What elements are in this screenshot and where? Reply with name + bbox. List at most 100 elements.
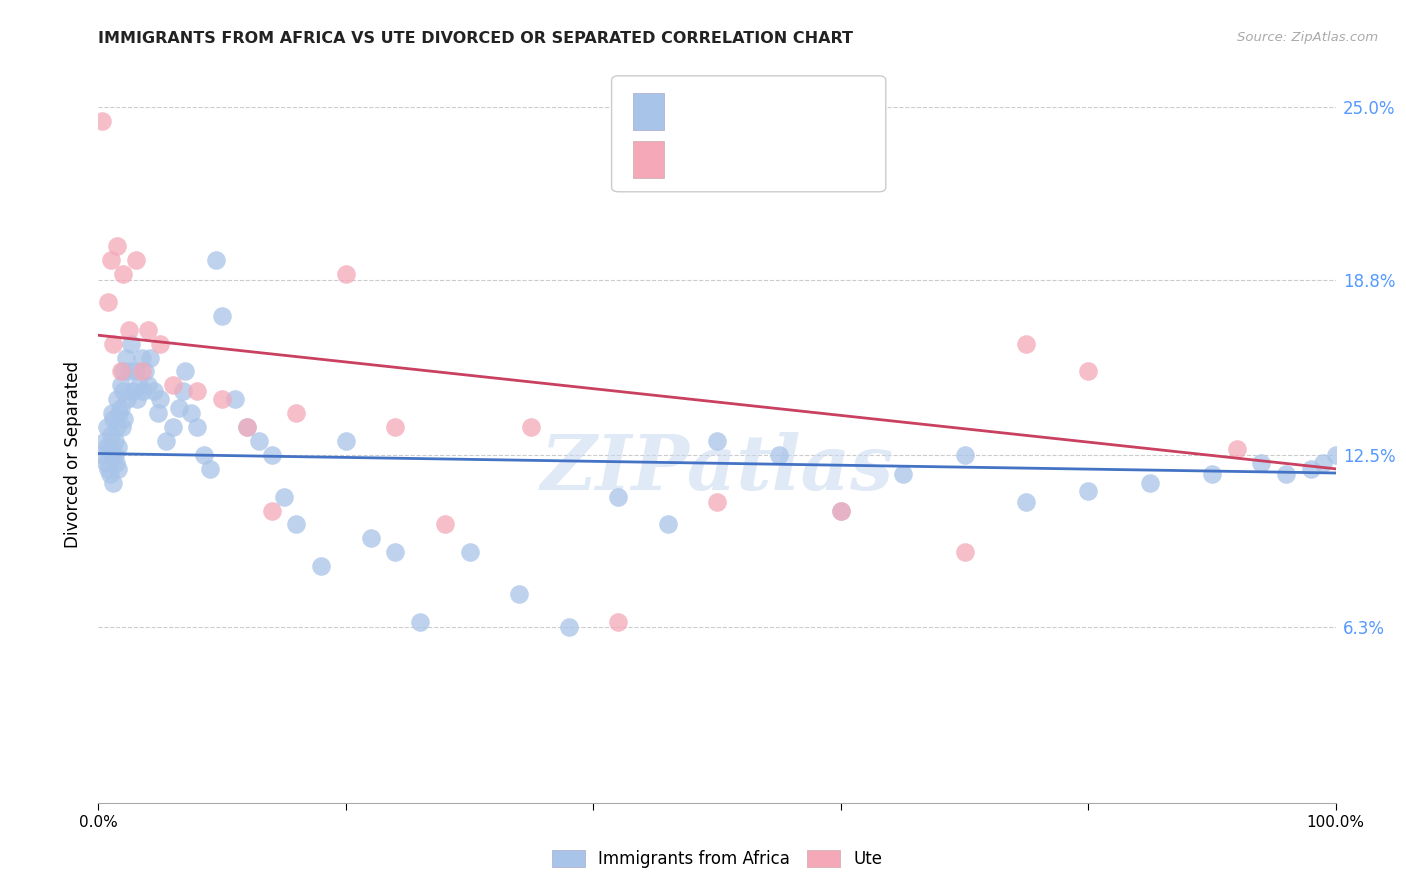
Point: [285, 517, 308, 532]
Text: Source: ZipAtlas.com: Source: ZipAtlas.com: [1237, 31, 1378, 45]
Point: [409, 615, 432, 629]
Point: [97, 462, 120, 476]
Point: [193, 448, 215, 462]
Point: [134, 364, 156, 378]
Point: [124, 364, 146, 378]
Point: [1015, 336, 1038, 351]
Point: [247, 434, 270, 448]
Point: [891, 467, 914, 482]
Point: [260, 448, 283, 462]
Text: IMMIGRANTS FROM AFRICA VS UTE DIVORCED OR SEPARATED CORRELATION CHART: IMMIGRANTS FROM AFRICA VS UTE DIVORCED O…: [98, 31, 853, 46]
Point: [273, 490, 295, 504]
Point: [120, 336, 142, 351]
Point: [136, 378, 159, 392]
Point: [167, 401, 190, 415]
Point: [335, 434, 357, 448]
Point: [1077, 364, 1099, 378]
Point: [146, 406, 169, 420]
Point: [335, 267, 357, 281]
Point: [155, 434, 177, 448]
Point: [112, 411, 135, 425]
Text: R =: R =: [678, 141, 714, 160]
Point: [112, 267, 135, 281]
Point: [98, 467, 121, 482]
Point: [96, 440, 118, 454]
Point: [100, 442, 122, 457]
Point: [103, 448, 125, 462]
Text: -0.180: -0.180: [711, 141, 770, 160]
Point: [105, 239, 128, 253]
Point: [384, 545, 406, 559]
Point: [1275, 467, 1298, 482]
Point: [1250, 456, 1272, 470]
Point: [953, 448, 976, 462]
Point: [100, 253, 122, 268]
Point: [1312, 456, 1334, 470]
Point: [96, 420, 118, 434]
Point: [236, 420, 259, 434]
Point: [128, 378, 150, 392]
Point: [198, 462, 221, 476]
Point: [112, 384, 135, 398]
Point: [236, 420, 259, 434]
Point: [103, 336, 125, 351]
Point: [211, 309, 233, 323]
Legend: Immigrants from Africa, Ute: Immigrants from Africa, Ute: [546, 843, 889, 874]
Point: [110, 364, 132, 378]
Point: [110, 378, 132, 392]
Point: [285, 406, 308, 420]
Point: [186, 420, 208, 434]
Point: [107, 440, 129, 454]
Point: [360, 532, 382, 546]
Point: [143, 384, 166, 398]
Point: [768, 448, 790, 462]
Point: [149, 392, 172, 407]
Text: N =: N =: [765, 93, 813, 112]
Point: [100, 428, 122, 442]
Point: [94, 456, 117, 470]
Point: [309, 559, 332, 574]
Point: [103, 475, 125, 490]
Point: [149, 336, 172, 351]
Point: [124, 253, 146, 268]
Point: [91, 448, 114, 462]
Point: [103, 434, 125, 448]
Text: 84: 84: [807, 93, 830, 112]
Point: [1299, 462, 1322, 476]
Point: [131, 364, 153, 378]
Y-axis label: Divorced or Separated: Divorced or Separated: [65, 361, 83, 549]
Point: [520, 420, 543, 434]
Point: [104, 456, 127, 470]
Point: [174, 364, 197, 378]
Point: [1139, 475, 1161, 490]
Point: [186, 384, 208, 398]
Point: [607, 490, 630, 504]
Point: [131, 351, 153, 365]
Point: [830, 503, 852, 517]
Point: [105, 420, 128, 434]
Point: [118, 364, 141, 378]
Point: [458, 545, 481, 559]
Point: [706, 434, 728, 448]
Point: [508, 587, 530, 601]
Point: [101, 406, 124, 420]
Point: [125, 392, 148, 407]
Point: [93, 434, 115, 448]
Point: [706, 495, 728, 509]
Point: [91, 114, 114, 128]
Point: [433, 517, 456, 532]
Point: [107, 462, 129, 476]
Point: [103, 411, 125, 425]
Point: [205, 253, 228, 268]
Text: 29: 29: [807, 141, 831, 160]
Text: R =: R =: [678, 93, 714, 112]
Point: [108, 406, 131, 420]
Point: [953, 545, 976, 559]
Point: [211, 392, 233, 407]
Point: [1015, 495, 1038, 509]
Point: [115, 392, 138, 407]
Point: [172, 384, 194, 398]
Point: [657, 517, 679, 532]
Point: [97, 294, 120, 309]
Point: [180, 406, 202, 420]
